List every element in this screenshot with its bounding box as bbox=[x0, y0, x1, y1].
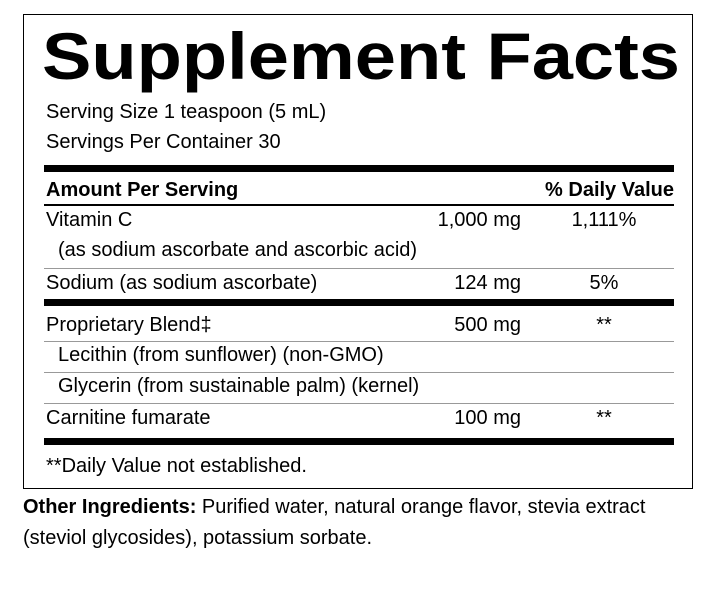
daily-value: 5% bbox=[589, 272, 619, 294]
other-ingredients-label: Other Ingredients: bbox=[23, 496, 197, 518]
rule bbox=[44, 268, 674, 269]
rule bbox=[44, 204, 674, 206]
serving-size: Serving Size 1 teaspoon (5 mL) bbox=[46, 101, 327, 123]
daily-value: 1,111% bbox=[571, 209, 637, 231]
nutrient-name: Carnitine fumarate bbox=[46, 407, 211, 429]
rule bbox=[44, 438, 674, 445]
amount: 124 mg bbox=[454, 272, 521, 294]
header-amount: Amount Per Serving bbox=[46, 179, 239, 201]
amount: 500 mg bbox=[454, 314, 521, 336]
ingredient: Lecithin (from sunflower) (non-GMO) bbox=[58, 344, 384, 366]
header-dv: % Daily Value bbox=[545, 179, 674, 201]
daily-value: ** bbox=[596, 314, 612, 336]
nutrient-name: Vitamin C bbox=[46, 209, 133, 231]
amount: 100 mg bbox=[454, 407, 521, 429]
rule bbox=[44, 341, 674, 342]
amount: 1,000 mg bbox=[437, 209, 521, 231]
daily-value: ** bbox=[596, 407, 612, 429]
nutrient-name: Proprietary Blend‡ bbox=[46, 314, 212, 336]
rule bbox=[44, 165, 674, 172]
title-svg: Supplement Facts bbox=[42, 19, 680, 93]
facts-panel bbox=[23, 14, 693, 489]
other-ingredients-text: Purified water, natural orange flavor, s… bbox=[23, 496, 646, 549]
other-ingredients: Other Ingredients: Purified water, natur… bbox=[23, 492, 663, 554]
ingredient: Glycerin (from sustainable palm) (kernel… bbox=[58, 375, 420, 397]
nutrient-note: (as sodium ascorbate and ascorbic acid) bbox=[58, 239, 418, 261]
nutrient-name: Sodium (as sodium ascorbate) bbox=[46, 272, 318, 294]
servings-per-container: Servings Per Container 30 bbox=[46, 131, 281, 153]
footnote: **Daily Value not established. bbox=[46, 455, 307, 477]
rule bbox=[44, 403, 674, 404]
rule bbox=[44, 372, 674, 373]
title: Supplement Facts bbox=[42, 19, 680, 93]
rule bbox=[44, 299, 674, 306]
